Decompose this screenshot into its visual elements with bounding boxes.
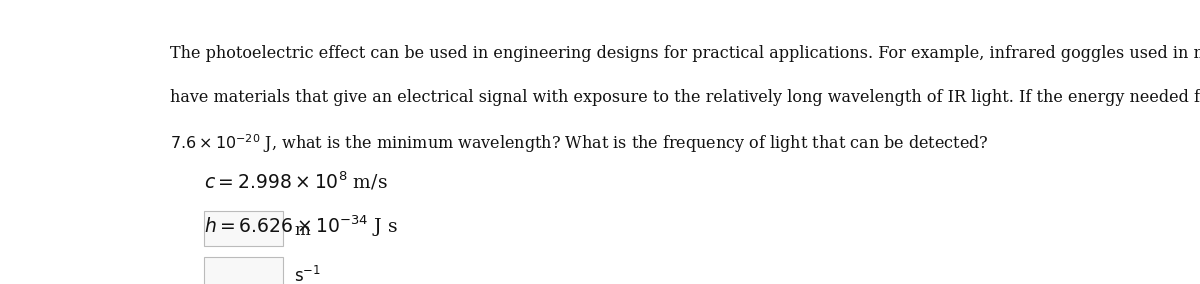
Text: $\mathrm{s}^{-1}$: $\mathrm{s}^{-1}$ [294, 266, 322, 284]
Text: $h = 6.626 \times 10^{-34}$ J s: $h = 6.626 \times 10^{-34}$ J s [204, 213, 398, 239]
FancyBboxPatch shape [204, 257, 283, 284]
Text: The photoelectric effect can be used in engineering designs for practical applic: The photoelectric effect can be used in … [170, 45, 1200, 62]
Text: $7.6 \times 10^{-20}$ J, what is the minimum wavelength? What is the frequency o: $7.6 \times 10^{-20}$ J, what is the min… [170, 132, 989, 155]
Text: have materials that give an electrical signal with exposure to the relatively lo: have materials that give an electrical s… [170, 89, 1200, 106]
Text: m: m [294, 222, 310, 239]
Text: $c = 2.998 \times 10^{8}$ m/s: $c = 2.998 \times 10^{8}$ m/s [204, 170, 388, 192]
FancyBboxPatch shape [204, 211, 283, 246]
